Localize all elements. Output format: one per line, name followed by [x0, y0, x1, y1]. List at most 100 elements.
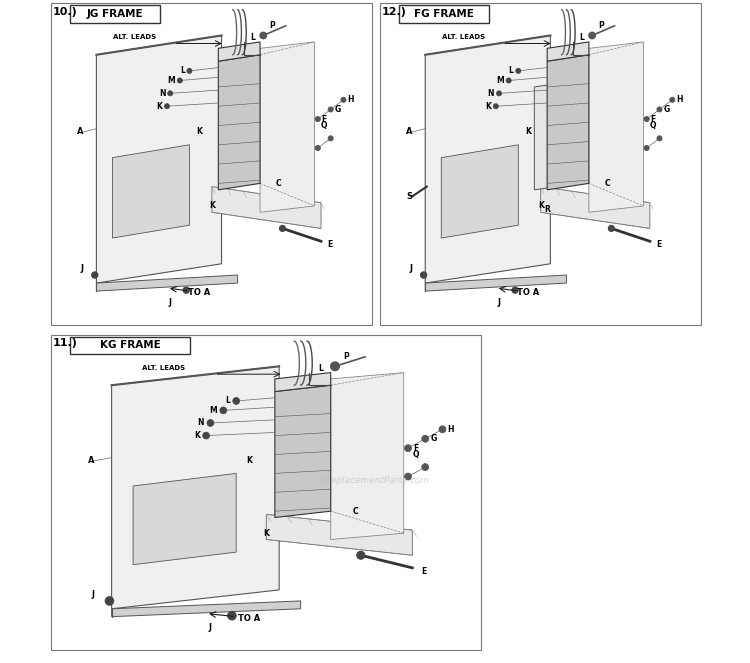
- Circle shape: [494, 103, 499, 109]
- Polygon shape: [441, 145, 518, 238]
- Polygon shape: [589, 42, 644, 212]
- Text: A: A: [406, 127, 412, 137]
- Circle shape: [167, 91, 172, 96]
- Polygon shape: [97, 275, 238, 291]
- Text: Q: Q: [413, 450, 419, 459]
- Circle shape: [315, 117, 320, 121]
- Circle shape: [202, 432, 209, 439]
- Circle shape: [439, 426, 446, 433]
- Polygon shape: [133, 473, 236, 565]
- Text: J: J: [92, 590, 94, 599]
- Bar: [399, 5, 489, 23]
- Text: H: H: [347, 95, 354, 104]
- Circle shape: [328, 136, 333, 141]
- Text: Q: Q: [321, 121, 328, 130]
- Polygon shape: [534, 80, 579, 190]
- Text: K: K: [156, 101, 162, 111]
- Circle shape: [341, 97, 346, 102]
- Text: FG FRAME: FG FRAME: [414, 9, 474, 19]
- Text: N: N: [488, 89, 494, 98]
- Circle shape: [92, 272, 98, 278]
- Circle shape: [644, 117, 650, 121]
- Circle shape: [644, 145, 650, 151]
- Text: P: P: [598, 21, 604, 30]
- Circle shape: [105, 597, 114, 605]
- Text: K: K: [538, 202, 544, 210]
- Polygon shape: [266, 514, 413, 556]
- Circle shape: [657, 107, 662, 112]
- Circle shape: [516, 68, 520, 74]
- Text: F: F: [413, 444, 419, 453]
- Text: K: K: [196, 127, 202, 137]
- Text: ALT. LEADS: ALT. LEADS: [442, 34, 485, 40]
- Text: Q: Q: [650, 121, 656, 130]
- Text: E: E: [328, 240, 333, 249]
- Circle shape: [404, 473, 412, 480]
- Circle shape: [187, 68, 192, 74]
- Text: A: A: [77, 127, 83, 137]
- Polygon shape: [112, 366, 279, 609]
- Circle shape: [331, 362, 339, 371]
- Text: eReplacementParts.com: eReplacementParts.com: [320, 476, 430, 485]
- Text: JG FRAME: JG FRAME: [87, 9, 143, 19]
- Text: J: J: [410, 264, 413, 273]
- Circle shape: [260, 32, 266, 38]
- Text: M: M: [496, 76, 504, 85]
- Text: E: E: [421, 566, 426, 575]
- Circle shape: [232, 398, 240, 404]
- Circle shape: [227, 611, 236, 620]
- Circle shape: [183, 287, 190, 293]
- Circle shape: [608, 225, 614, 231]
- Circle shape: [496, 91, 502, 96]
- Polygon shape: [112, 145, 190, 238]
- Text: L: L: [180, 66, 184, 76]
- Text: P: P: [344, 352, 350, 361]
- Polygon shape: [218, 42, 260, 61]
- Text: H: H: [676, 95, 682, 104]
- Circle shape: [164, 103, 170, 109]
- Text: ALT. LEADS: ALT. LEADS: [142, 365, 184, 371]
- Bar: [70, 5, 160, 23]
- Text: K: K: [209, 202, 214, 210]
- Polygon shape: [425, 35, 550, 283]
- Circle shape: [315, 145, 320, 151]
- Circle shape: [328, 107, 333, 112]
- Polygon shape: [541, 186, 650, 228]
- Text: 11.): 11.): [53, 338, 78, 348]
- Circle shape: [422, 463, 429, 471]
- Text: K: K: [525, 127, 531, 137]
- Text: G: G: [334, 105, 340, 114]
- Circle shape: [589, 32, 596, 38]
- Text: C: C: [605, 179, 610, 188]
- Circle shape: [207, 420, 214, 426]
- Polygon shape: [218, 55, 260, 190]
- Polygon shape: [548, 42, 589, 61]
- Text: TO A: TO A: [517, 288, 539, 297]
- Text: TO A: TO A: [238, 614, 260, 623]
- Text: K: K: [246, 456, 252, 465]
- Text: F: F: [322, 115, 327, 123]
- Text: F: F: [650, 115, 656, 123]
- Text: A: A: [88, 456, 94, 465]
- Circle shape: [357, 552, 364, 559]
- Circle shape: [404, 445, 412, 452]
- Text: E: E: [656, 240, 662, 249]
- Circle shape: [506, 78, 512, 83]
- Text: K: K: [485, 101, 491, 111]
- Circle shape: [512, 287, 518, 293]
- Circle shape: [177, 78, 182, 83]
- Circle shape: [280, 225, 286, 231]
- Text: ALT. LEADS: ALT. LEADS: [113, 34, 157, 40]
- Text: R: R: [544, 205, 550, 213]
- Bar: [70, 337, 190, 354]
- Text: L: L: [509, 66, 514, 76]
- Text: C: C: [352, 507, 358, 516]
- Text: M: M: [209, 406, 217, 415]
- Polygon shape: [274, 373, 331, 391]
- Text: N: N: [197, 418, 204, 428]
- Text: N: N: [159, 89, 165, 98]
- Text: L: L: [318, 363, 322, 373]
- Polygon shape: [425, 275, 566, 291]
- Text: M: M: [167, 76, 175, 85]
- Text: J: J: [209, 623, 212, 632]
